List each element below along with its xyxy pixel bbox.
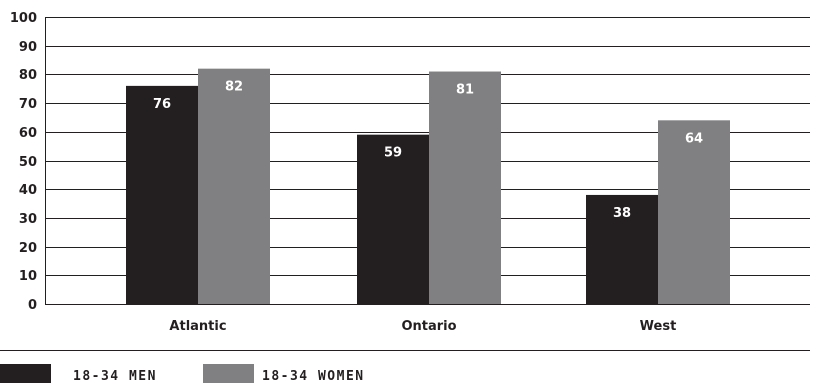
bar-ontario-men	[357, 134, 429, 304]
y-tick-label: 70	[19, 97, 37, 112]
y-tick-label: 0	[28, 298, 37, 313]
bar-atlantic-men	[126, 85, 198, 304]
data-label: 76	[153, 97, 171, 112]
data-label: 82	[225, 80, 243, 95]
y-tick-label: 90	[19, 40, 37, 55]
bar-west-women	[658, 120, 730, 304]
y-tick-label: 10	[19, 269, 37, 284]
y-tick-label: 30	[19, 212, 37, 227]
y-axis-tick-labels: 0 10 20 30 40 50 60 70 80 90 100	[10, 11, 37, 313]
bars	[126, 68, 730, 304]
y-tick-label: 100	[10, 11, 37, 26]
y-tick-label: 50	[19, 155, 37, 170]
data-label: 38	[613, 206, 631, 221]
y-tick-label: 80	[19, 68, 37, 83]
legend: 18-34 MEN 18-34 WOMEN	[0, 350, 810, 383]
data-label: 81	[456, 83, 474, 98]
x-category-label: Atlantic	[169, 319, 226, 334]
bar-atlantic-women	[198, 68, 270, 304]
x-axis-category-labels: Atlantic Ontario West	[169, 319, 676, 334]
bar-west-men	[586, 194, 658, 304]
y-tick-label: 20	[19, 241, 37, 256]
x-category-label: Ontario	[401, 319, 456, 334]
legend-label: 18-34 WOMEN	[262, 369, 365, 383]
data-label: 64	[685, 131, 703, 146]
legend-swatch	[0, 364, 51, 383]
y-tick-label: 60	[19, 126, 37, 141]
bar-ontario-women	[429, 71, 501, 304]
data-labels: 76 82 59 81 38 64	[153, 80, 703, 221]
data-label: 59	[384, 146, 402, 161]
y-tick-label: 40	[19, 183, 37, 198]
x-category-label: West	[640, 319, 677, 334]
legend-swatch	[203, 364, 254, 383]
legend-label: 18-34 MEN	[73, 369, 157, 383]
